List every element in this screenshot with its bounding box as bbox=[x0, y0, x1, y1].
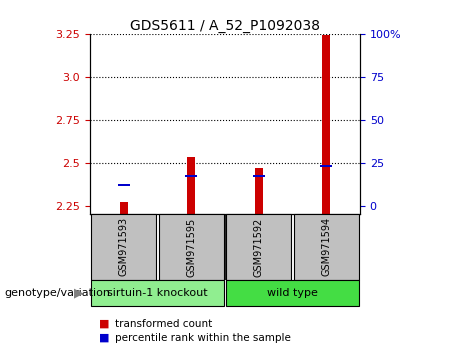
Bar bbox=[187, 158, 195, 214]
Text: percentile rank within the sample: percentile rank within the sample bbox=[115, 333, 291, 343]
Text: ■: ■ bbox=[99, 319, 109, 329]
Text: transformed count: transformed count bbox=[115, 319, 212, 329]
Bar bbox=[159, 214, 224, 280]
Text: sirtuin-1 knockout: sirtuin-1 knockout bbox=[107, 288, 208, 298]
Bar bbox=[226, 214, 291, 280]
Bar bbox=[294, 214, 359, 280]
Bar bbox=[91, 280, 224, 306]
Bar bbox=[255, 168, 263, 214]
Bar bbox=[185, 175, 197, 177]
Text: GSM971592: GSM971592 bbox=[254, 217, 264, 276]
Bar bbox=[320, 165, 332, 167]
Text: ▶: ▶ bbox=[74, 286, 83, 299]
Text: GSM971595: GSM971595 bbox=[186, 217, 196, 276]
Bar bbox=[253, 175, 265, 177]
Text: GSM971594: GSM971594 bbox=[321, 217, 331, 276]
Text: GSM971593: GSM971593 bbox=[119, 217, 129, 276]
Text: GDS5611 / A_52_P1092038: GDS5611 / A_52_P1092038 bbox=[130, 19, 320, 34]
Bar bbox=[91, 214, 156, 280]
Bar bbox=[322, 35, 330, 214]
Text: wild type: wild type bbox=[267, 288, 318, 298]
Bar bbox=[118, 184, 130, 186]
Text: genotype/variation: genotype/variation bbox=[4, 288, 111, 298]
Bar bbox=[120, 202, 128, 214]
Bar bbox=[226, 280, 359, 306]
Text: ■: ■ bbox=[99, 333, 109, 343]
